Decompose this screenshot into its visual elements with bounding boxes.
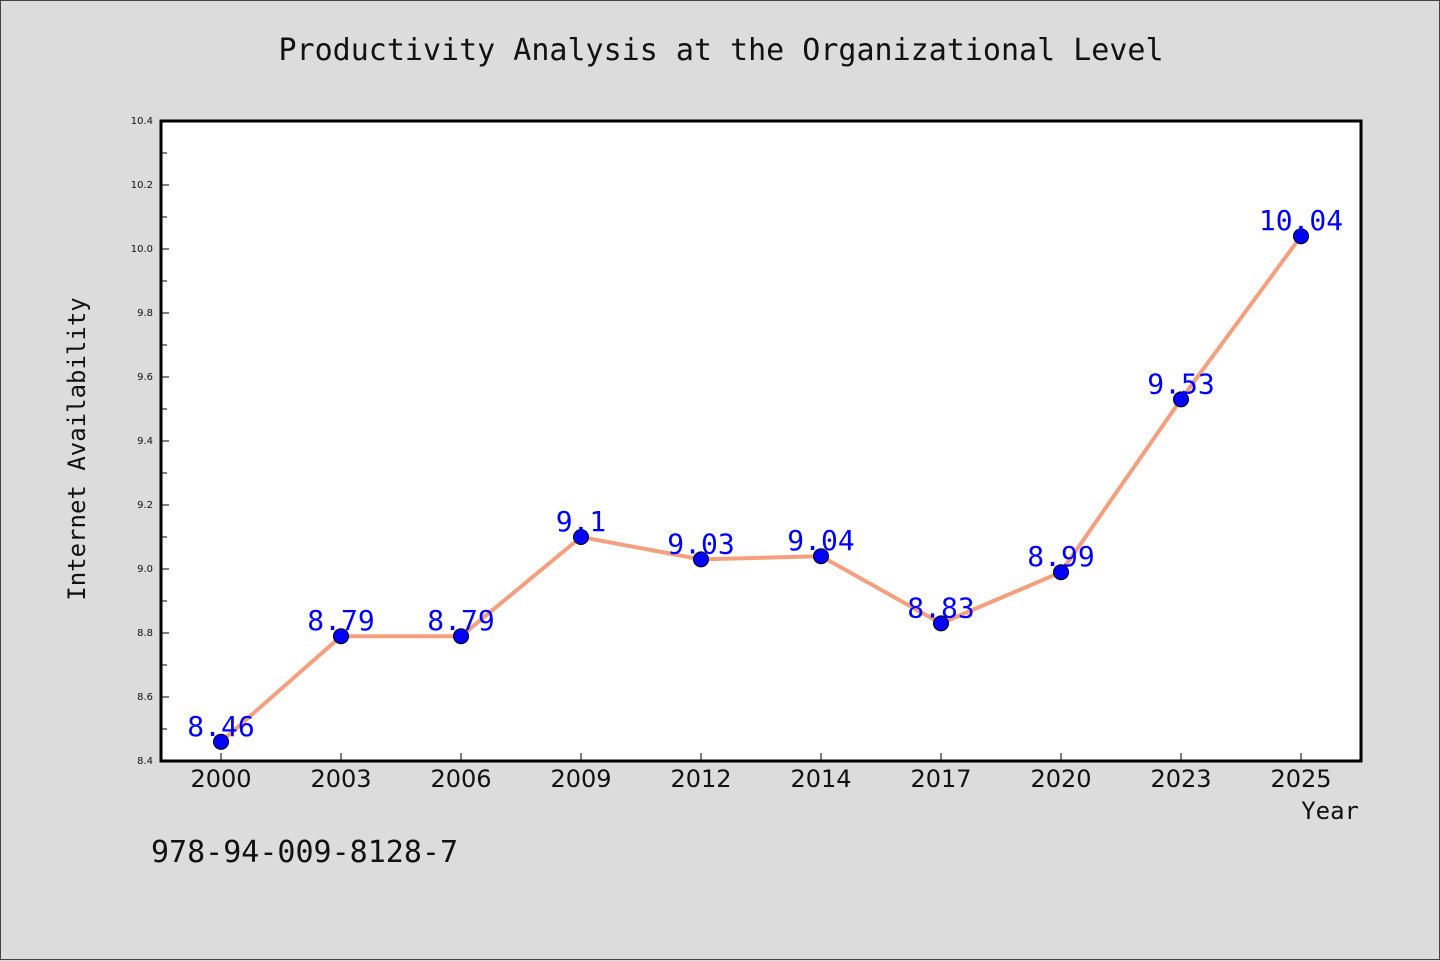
y-tick-label: 10.4 (131, 116, 153, 127)
data-point (213, 733, 229, 750)
x-tick-label: 2000 (190, 765, 251, 793)
data-label: 8.83 (907, 591, 974, 624)
data-point (1053, 564, 1069, 581)
data-point (333, 628, 349, 645)
data-point (813, 548, 829, 565)
isbn-text: 978-94-009-8128-7 (151, 835, 459, 870)
y-tick-label: 9.4 (137, 436, 153, 447)
x-tick-label: 2012 (670, 765, 731, 793)
data-point (1173, 391, 1189, 408)
x-tick-label: 2025 (1270, 765, 1331, 793)
data-point (693, 551, 709, 568)
data-label: 9.1 (556, 505, 607, 538)
data-label: 8.79 (307, 604, 374, 637)
y-tick-label: 8.4 (137, 756, 153, 767)
x-tick-label: 2017 (910, 765, 971, 793)
y-tick-label: 10.0 (131, 244, 153, 255)
data-label: 8.46 (187, 710, 254, 743)
y-tick-label: 9.8 (137, 308, 153, 319)
x-tick-label: 2006 (430, 765, 491, 793)
y-tick-label: 10.2 (131, 180, 153, 191)
data-label: 8.99 (1027, 540, 1094, 573)
y-tick-label: 8.6 (137, 692, 153, 703)
x-tick-label: 2014 (790, 765, 851, 793)
data-label: 10.04 (1259, 204, 1343, 237)
x-tick-label: 2009 (550, 765, 611, 793)
plot-area (161, 121, 1361, 761)
x-tick-label: 2023 (1150, 765, 1211, 793)
x-tick-label: 2003 (310, 765, 371, 793)
x-axis-label: Year (1301, 797, 1359, 825)
data-point (1293, 228, 1309, 245)
data-label: 9.03 (667, 527, 734, 560)
data-label: 9.53 (1147, 367, 1214, 400)
y-tick-label: 9.2 (137, 500, 153, 511)
chart-title: Productivity Analysis at the Organizatio… (278, 33, 1164, 68)
data-label: 8.79 (427, 604, 494, 637)
data-label: 9.04 (787, 524, 854, 557)
data-point (573, 529, 589, 545)
y-tick-label: 8.8 (137, 628, 153, 639)
plot-frame (159, 119, 1363, 763)
y-tick-label: 9.0 (137, 564, 153, 575)
y-tick-label: 9.6 (137, 372, 153, 383)
data-point (933, 615, 949, 632)
data-point (453, 628, 469, 645)
series-line (219, 234, 1303, 744)
x-tick-label: 2020 (1030, 765, 1091, 793)
